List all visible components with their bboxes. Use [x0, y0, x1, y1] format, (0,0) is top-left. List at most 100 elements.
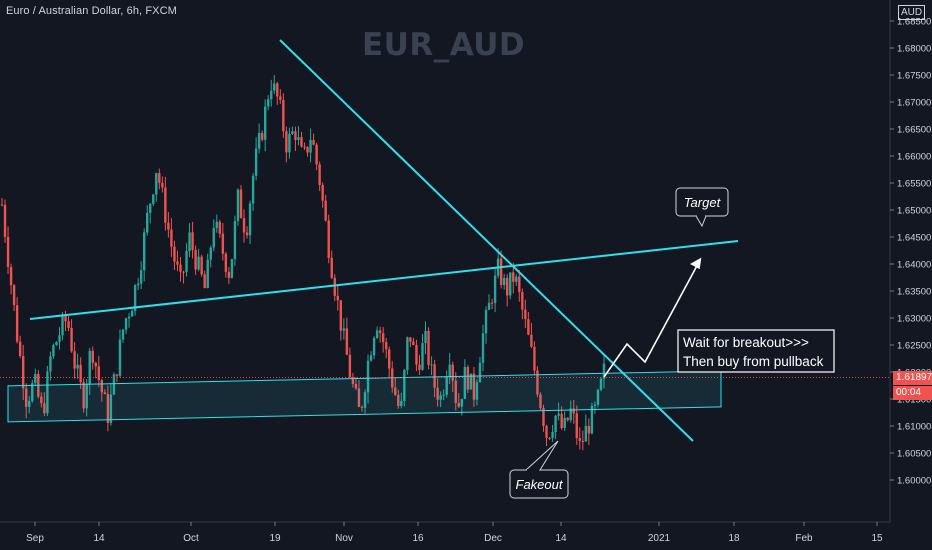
candle-up: [569, 408, 572, 421]
price-tick-label: 1.65500: [897, 179, 931, 190]
candle-down: [505, 277, 509, 296]
price-tick-label: 1.65000: [897, 206, 931, 217]
candle-down: [581, 440, 585, 442]
candle-up: [248, 203, 252, 236]
candle-down: [306, 146, 309, 153]
candle-up: [557, 413, 560, 416]
candle-down: [161, 182, 164, 188]
candle-down: [245, 232, 249, 236]
candle-down: [397, 394, 400, 407]
time-tick-label: 19: [269, 533, 281, 544]
candle-down: [0, 204, 4, 206]
candle-down: [164, 187, 167, 223]
candles: [0, 75, 606, 451]
candle-down: [321, 184, 324, 201]
fakeout-callout-pointer: [525, 440, 559, 471]
candle-down: [578, 438, 581, 441]
candle-up: [551, 431, 554, 439]
price-tick-label: 1.66500: [897, 125, 931, 136]
candle-up: [448, 364, 451, 377]
candle-down: [499, 258, 503, 285]
candle-up: [263, 106, 267, 140]
candle-up: [146, 212, 149, 233]
candle-down: [9, 267, 13, 286]
candle-up: [267, 99, 270, 107]
price-tick-label: 1.67500: [897, 71, 931, 82]
candle-down: [15, 305, 19, 342]
candle-down: [348, 354, 352, 378]
candle-down: [285, 131, 288, 153]
candle-down: [315, 144, 318, 165]
candle-up: [112, 374, 116, 395]
candle-down: [354, 384, 358, 389]
candle-up: [463, 367, 467, 399]
time-axis[interactable]: Sep 14 Oct 19 Nov 16 Dec 14 2021 18 Feb 15: [26, 522, 883, 544]
candle-up: [342, 328, 346, 331]
price-tick-label: 1.64000: [897, 260, 931, 271]
candle-up: [403, 370, 406, 402]
candle-down: [194, 249, 197, 270]
candle-up: [233, 221, 237, 260]
candle-up: [502, 277, 506, 285]
price-tick-label: 1.68500: [897, 17, 931, 28]
candle-down: [542, 408, 545, 426]
candle-down: [533, 346, 536, 371]
candle-down: [203, 274, 206, 289]
candle-down: [115, 374, 119, 376]
candle-down: [572, 408, 575, 414]
candle-down: [191, 232, 194, 250]
candle-up: [212, 228, 215, 248]
candle-down: [360, 406, 364, 408]
candle-down: [103, 392, 107, 395]
candle-down: [100, 380, 104, 393]
candle-up: [484, 309, 488, 334]
candle-down: [384, 342, 388, 350]
candle-down: [179, 264, 182, 272]
candle-down: [79, 364, 82, 383]
candle-down: [67, 321, 70, 328]
candle-down: [25, 388, 28, 407]
candle-up: [515, 276, 518, 282]
grid-lines: [0, 0, 891, 523]
candle-up: [270, 90, 273, 100]
price-tick-label: 1.61000: [897, 422, 931, 433]
target-callout-text: Target: [684, 195, 722, 210]
candle-up: [563, 417, 566, 429]
candle-down: [451, 364, 454, 381]
price-tick-label: 1.61500: [897, 395, 931, 406]
support-zone: [7, 370, 722, 423]
candle-up: [55, 342, 58, 346]
candle-down: [227, 271, 231, 278]
candle-down: [106, 394, 110, 423]
candle-down: [218, 221, 222, 234]
candle-down: [336, 295, 339, 301]
candle-up: [49, 356, 52, 372]
price-tick-label: 1.60500: [897, 449, 931, 460]
candle-up: [149, 203, 152, 213]
price-tick-label: 1.66000: [897, 152, 931, 163]
time-tick-label: Sep: [26, 533, 44, 544]
candle-down: [454, 380, 457, 403]
price-tick-label: 1.67000: [897, 98, 931, 109]
candle-up: [118, 339, 122, 376]
candle-up: [251, 175, 255, 204]
price-tick-label: 1.63000: [897, 314, 931, 325]
price-axis[interactable]: 1.68500 1.68000 1.67500 1.67000 1.66500 1.660…: [890, 17, 931, 487]
candle-down: [536, 370, 539, 395]
candle-down: [82, 382, 85, 409]
candle-down: [73, 351, 76, 369]
candle-up: [142, 232, 146, 271]
candle-down: [330, 257, 333, 278]
candle-down: [242, 218, 246, 233]
price-tick-label: 1.63500: [897, 287, 931, 298]
candle-down: [524, 309, 527, 320]
candle-down: [18, 341, 22, 357]
candle-down: [418, 364, 421, 370]
candle-up: [400, 401, 403, 407]
time-tick-label: Oct: [183, 533, 199, 544]
candle-up: [460, 398, 464, 407]
candle-up: [493, 275, 497, 303]
candle-up: [288, 133, 291, 153]
candle-down: [64, 316, 67, 322]
